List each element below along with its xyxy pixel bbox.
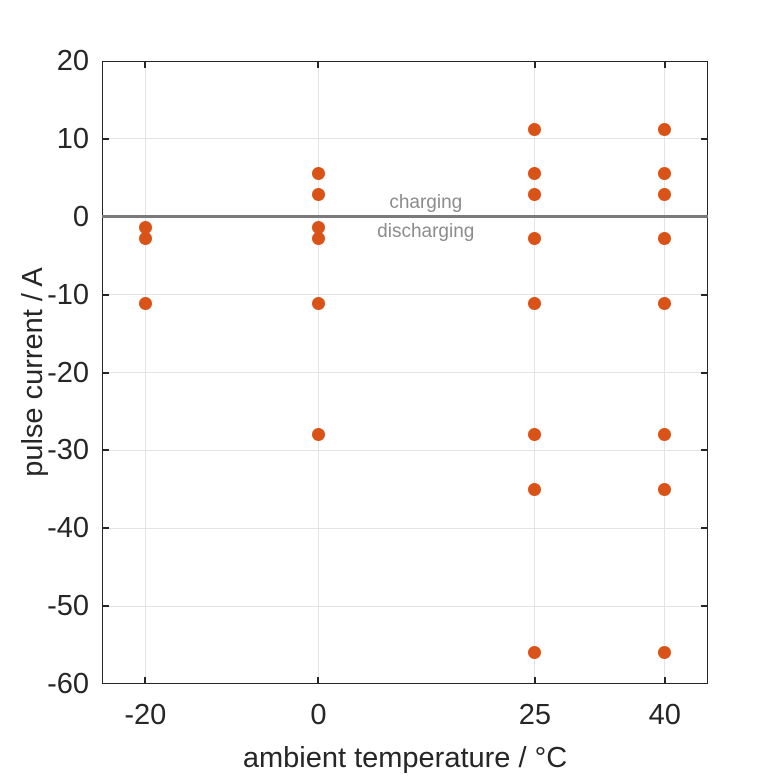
data-point [311, 232, 325, 246]
tick-mark [701, 527, 708, 530]
x-axis-label: ambient temperature / °C [242, 742, 568, 774]
tick-mark [533, 61, 536, 68]
data-point [138, 232, 152, 246]
x-tick-label: 25 [518, 699, 551, 731]
y-tick-label: -40 [47, 512, 89, 545]
x-tick-label: 0 [310, 699, 327, 731]
data-point [528, 188, 542, 202]
data-point [658, 232, 672, 246]
tick-mark [701, 293, 708, 296]
y-tick-label: -30 [47, 434, 89, 467]
x-tick-label: -20 [124, 699, 167, 731]
data-point [311, 221, 325, 235]
gridline [102, 449, 708, 451]
y-tick-label: -20 [47, 356, 89, 389]
data-point [311, 297, 325, 311]
y-tick-label: -60 [47, 668, 89, 700]
gridline [102, 527, 708, 529]
data-point [658, 123, 672, 137]
data-point [658, 166, 672, 180]
tick-mark [317, 61, 320, 68]
x-tick-label: 40 [648, 699, 681, 731]
gridline [102, 372, 708, 373]
data-point [311, 166, 325, 180]
data-point [311, 188, 325, 202]
gridline [102, 605, 708, 607]
data-point [528, 482, 542, 496]
tick-mark [102, 293, 109, 296]
data-point [658, 646, 672, 660]
tick-mark [102, 449, 109, 452]
data-point [528, 166, 542, 180]
gridline [102, 138, 708, 140]
y-tick-label: -50 [47, 590, 89, 623]
data-point [528, 646, 542, 660]
tick-mark [317, 677, 320, 684]
data-point [138, 297, 152, 311]
y-tick-label: -10 [47, 278, 89, 311]
data-point [658, 188, 672, 202]
y-tick-label: 20 [56, 45, 89, 77]
tick-mark [701, 371, 708, 374]
tick-mark [701, 605, 708, 608]
data-point [528, 123, 542, 137]
y-tick-label: 0 [72, 200, 89, 233]
gridline [102, 294, 708, 296]
plot-area: charging discharging [102, 61, 708, 684]
data-point [138, 221, 152, 235]
tick-mark [701, 449, 708, 452]
y-tick-label: 10 [56, 122, 89, 155]
tick-mark [102, 137, 109, 140]
data-point [528, 297, 542, 311]
tick-mark [533, 677, 536, 684]
tick-mark [102, 527, 109, 530]
tick-mark [102, 371, 109, 374]
data-point [311, 428, 325, 442]
data-point [528, 232, 542, 246]
tick-mark [144, 61, 147, 68]
data-point [658, 428, 672, 442]
data-point [658, 482, 672, 496]
zero-line [102, 215, 708, 219]
charging-label: charging [389, 192, 463, 214]
data-point [658, 297, 672, 311]
tick-mark [102, 605, 109, 608]
tick-mark [663, 677, 666, 684]
data-point [528, 428, 542, 442]
tick-mark [663, 61, 666, 68]
tick-mark [701, 137, 708, 140]
tick-mark [144, 677, 147, 684]
discharging-label: discharging [377, 221, 475, 243]
